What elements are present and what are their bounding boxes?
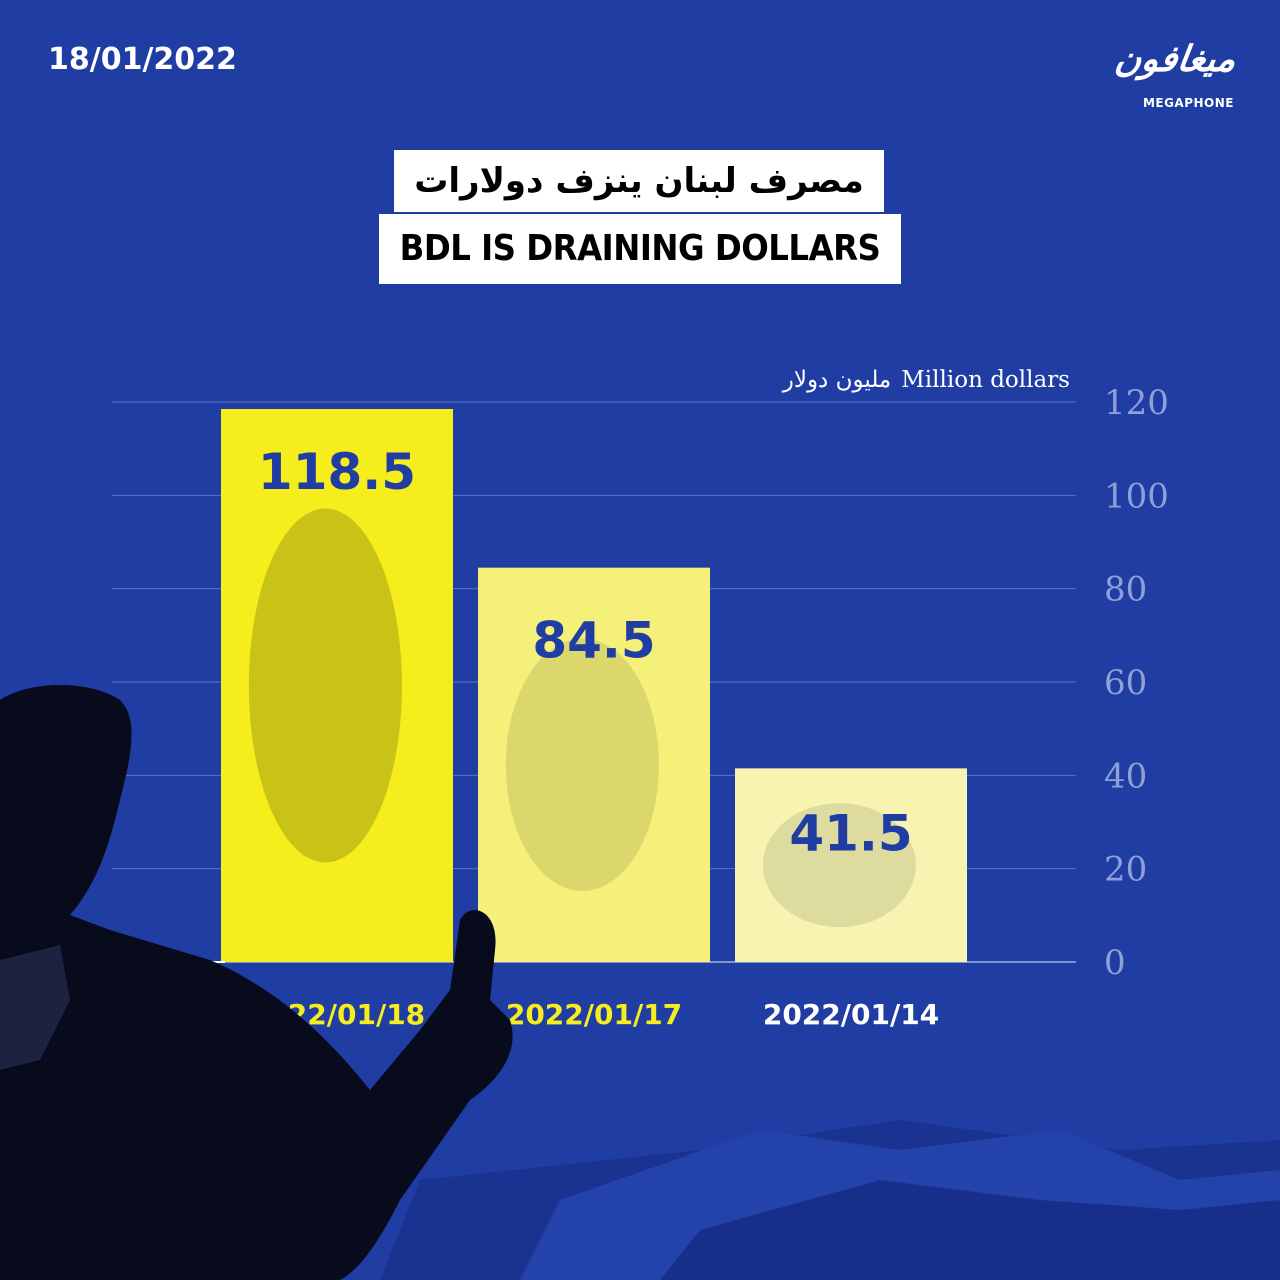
bars	[221, 409, 967, 962]
unit-label: مليون دولار Million dollars	[782, 367, 1070, 393]
value-label: 84.5	[532, 612, 655, 670]
y-tick-label: 100	[1104, 476, 1169, 516]
logo-english: MEGAPHONE	[1142, 96, 1234, 110]
x-category-label: 2022/01/17	[506, 998, 682, 1031]
title-arabic-box: مصرف لبنان ينزف دولارات	[394, 150, 884, 212]
bar	[221, 409, 453, 962]
money-stacks	[380, 1120, 1280, 1280]
bar-portrait-shade	[248, 508, 402, 863]
unit-label-ar: مليون دولار	[782, 367, 892, 393]
person-silhouette	[0, 685, 513, 1280]
value-labels: 118.5 84.5 41.5	[258, 443, 913, 862]
bar-portrait-shade	[762, 803, 916, 928]
bar-portrait-shade	[505, 638, 659, 892]
y-tick-label: 80	[1104, 570, 1147, 610]
y-tick-label: 20	[1104, 850, 1147, 890]
value-label: 118.5	[258, 443, 416, 501]
y-ticks: 0 20 40 60 80 100 120	[1104, 383, 1169, 983]
x-category-label: 2022/01/14	[763, 998, 939, 1031]
date-label: 18/01/2022	[48, 42, 237, 77]
title-arabic: مصرف لبنان ينزف دولارات	[414, 161, 864, 201]
title-english: BDL IS DRAINING DOLLARS	[399, 228, 881, 269]
bar	[735, 768, 967, 962]
y-tick-label: 120	[1104, 383, 1169, 423]
y-tick-label: 0	[1104, 943, 1126, 983]
y-tick-label: 40	[1104, 756, 1147, 796]
megaphone-logo: ميغافون MEGAPHONE	[1112, 39, 1238, 118]
value-label: 41.5	[789, 804, 912, 862]
unit-label-en: Million dollars	[901, 367, 1070, 393]
bar	[478, 567, 710, 962]
x-category-labels: 2022/01/18 2022/01/17 2022/01/14	[249, 998, 939, 1031]
title-english-box: BDL IS DRAINING DOLLARS	[379, 214, 901, 284]
y-tick-label: 60	[1104, 663, 1147, 703]
